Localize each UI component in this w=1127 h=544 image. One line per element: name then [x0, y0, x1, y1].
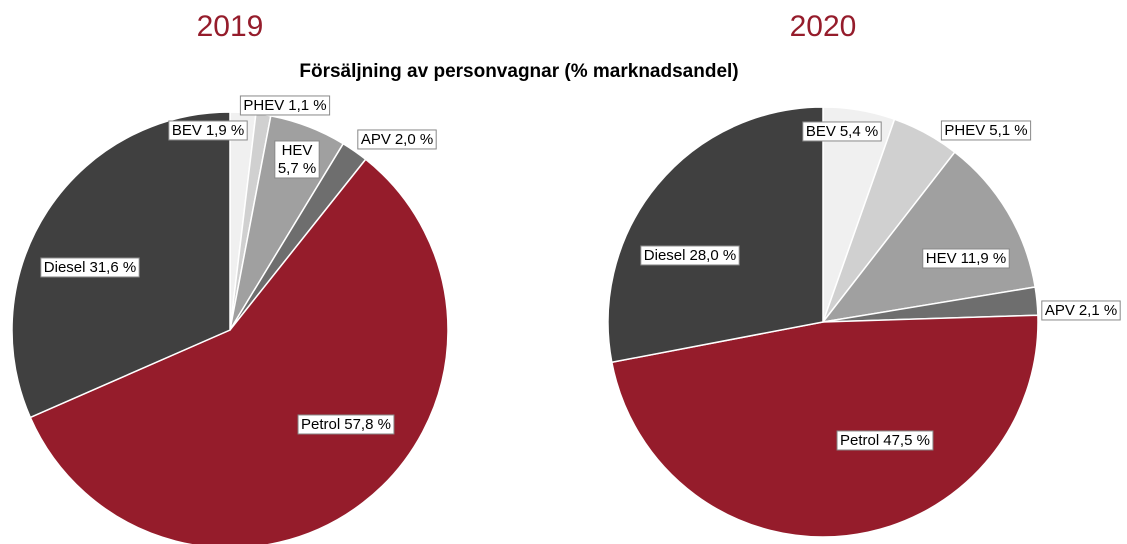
label-value: 11,9 %	[961, 250, 1007, 267]
label-value: 5,4 %	[840, 123, 878, 140]
label-box	[239, 95, 331, 116]
data-label: BEV 5,4 %	[802, 121, 882, 142]
label-category: HEV	[282, 142, 313, 159]
label-category: APV	[1045, 302, 1075, 319]
label-category: BEV	[172, 122, 202, 139]
label-category: Petrol	[301, 416, 340, 433]
label-box	[168, 120, 248, 141]
pie-title: 2019	[197, 10, 264, 43]
label-box	[922, 248, 1010, 269]
pie-slice	[821, 151, 1037, 324]
data-label: PHEV 1,1 %	[239, 95, 331, 116]
pie-title: 2020	[790, 10, 857, 43]
data-label: Petrol 47,5 %	[836, 430, 934, 451]
label-value: 31,6 %	[89, 259, 136, 276]
label-box	[802, 121, 882, 142]
label-text: APV 2,1 %	[1045, 302, 1117, 319]
label-value: 1,1 %	[288, 97, 326, 114]
label-value: 5,7 %	[278, 160, 316, 177]
label-text: HEV 5,7 %	[278, 142, 316, 177]
pie-slice	[29, 158, 449, 544]
label-text: Diesel 31,6 %	[44, 259, 136, 276]
label-category: BEV	[806, 123, 836, 140]
label-text: Petrol 47,5 %	[840, 432, 930, 449]
label-text: Petrol 57,8 %	[301, 416, 391, 433]
label-text: PHEV 1,1 %	[243, 97, 326, 114]
label-category: Diesel	[644, 247, 686, 264]
label-category: PHEV	[243, 97, 284, 114]
main-title: Försäljning av personvagnar (% marknadsa…	[299, 61, 738, 82]
label-box	[274, 140, 320, 179]
data-label: HEV 11,9 %	[922, 248, 1010, 269]
label-category: PHEV	[944, 122, 985, 139]
data-label: Diesel 31,6 %	[40, 257, 140, 278]
label-text: PHEV 5,1 %	[944, 122, 1027, 139]
label-value: 2,1 %	[1079, 302, 1117, 319]
label-text: APV 2,0 %	[361, 131, 433, 148]
data-label: APV 2,0 %	[357, 129, 437, 150]
data-label: PHEV 5,1 %	[940, 120, 1032, 141]
data-label: Diesel 28,0 %	[640, 245, 740, 266]
label-box	[357, 129, 437, 150]
label-box	[297, 414, 395, 435]
label-value: 28,0 %	[689, 247, 736, 264]
label-category: Petrol	[840, 432, 879, 449]
data-label: BEV 1,9 %	[168, 120, 248, 141]
label-category: Diesel	[44, 259, 86, 276]
data-label: HEV 5,7 %	[274, 140, 320, 179]
label-box	[1041, 300, 1121, 321]
label-box	[640, 245, 740, 266]
label-category: HEV	[926, 250, 957, 267]
data-label: APV 2,1 %	[1041, 300, 1121, 321]
data-label: Petrol 57,8 %	[297, 414, 395, 435]
label-box	[836, 430, 934, 451]
label-value: 5,1 %	[989, 122, 1027, 139]
label-value: 47,5 %	[883, 432, 930, 449]
label-box	[940, 120, 1032, 141]
label-value: 2,0 %	[395, 131, 433, 148]
pie-slice	[607, 106, 824, 364]
label-text: HEV 11,9 %	[926, 250, 1006, 267]
label-value: 1,9 %	[206, 122, 244, 139]
label-text: BEV 5,4 %	[806, 123, 878, 140]
pie-slice	[610, 314, 1039, 538]
label-box	[40, 257, 140, 278]
label-text: Diesel 28,0 %	[644, 247, 736, 264]
label-text: BEV 1,9 %	[172, 122, 244, 139]
label-value: 57,8 %	[344, 416, 391, 433]
label-category: APV	[361, 131, 391, 148]
